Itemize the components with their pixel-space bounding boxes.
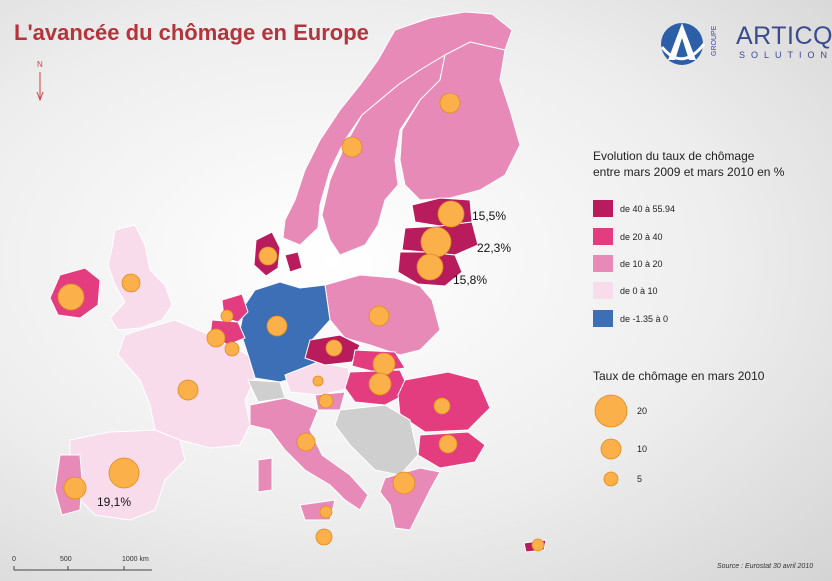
legend-rate-label-5: 5 bbox=[637, 474, 643, 484]
legend-swatch-3 bbox=[593, 282, 613, 299]
scale-bar bbox=[13, 566, 152, 571]
map-title: L'avancée du chômage en Europe bbox=[14, 20, 369, 45]
bubble-denmark bbox=[258, 246, 278, 266]
bubble-slovakia bbox=[372, 352, 396, 376]
bubble-malta bbox=[319, 505, 333, 519]
bubble-ireland bbox=[57, 283, 85, 311]
scale-label-1000: 1000 km bbox=[122, 556, 149, 563]
bubble-italy bbox=[296, 432, 316, 452]
bubble-latvia bbox=[420, 226, 452, 258]
country-denmark-islands bbox=[284, 251, 303, 273]
legend-swatch-4 bbox=[593, 310, 613, 327]
legend-swatch-0 bbox=[593, 200, 613, 217]
country-italy bbox=[249, 397, 369, 511]
bubble-czech bbox=[325, 339, 343, 357]
bubble-belgium bbox=[206, 328, 226, 348]
legend-rate-circles bbox=[594, 394, 628, 487]
bubble-lithuania bbox=[416, 253, 444, 281]
legend-circle-5 bbox=[603, 471, 619, 487]
bubble-sweden bbox=[341, 136, 363, 158]
legend-class-label-2: de 10 à 20 bbox=[620, 259, 663, 269]
annotation-spain: 19,1% bbox=[97, 495, 132, 509]
annotation-estonia: 15,5% bbox=[472, 209, 507, 223]
legend-class-label-0: de 40 à 55.94 bbox=[620, 204, 676, 214]
bubble-estonia bbox=[437, 200, 465, 228]
legend-class-label-4: de -1.35 à 0 bbox=[620, 314, 669, 324]
logo-name: ARTICQUE bbox=[736, 22, 832, 50]
legend-class-label-3: de 0 à 10 bbox=[620, 286, 658, 296]
bubble-luxembourg bbox=[224, 341, 240, 357]
north-arrow-icon bbox=[36, 72, 44, 102]
country-finland bbox=[399, 41, 521, 201]
legend-evolution-title: Evolution du taux de chômage entre mars … bbox=[593, 149, 785, 179]
bubble-hungary bbox=[368, 372, 392, 396]
legend-circle-10 bbox=[600, 438, 622, 460]
legend-rate-label-10: 10 bbox=[637, 444, 648, 454]
bubble-spain bbox=[108, 457, 140, 489]
bubble-uk bbox=[121, 273, 141, 293]
country-sardinia bbox=[257, 457, 273, 493]
source-note: Source : Eurostat 30 avril 2010 bbox=[717, 563, 814, 570]
bubble-malta2 bbox=[315, 528, 333, 546]
bubble-netherlands bbox=[220, 309, 234, 323]
bubble-germany bbox=[266, 315, 288, 337]
bubble-cyprus bbox=[531, 538, 545, 552]
bubble-france bbox=[177, 379, 199, 401]
country-uk bbox=[107, 224, 173, 331]
scale-label-500: 500 bbox=[60, 556, 72, 563]
bubble-finland bbox=[439, 92, 461, 114]
legend-circle-20 bbox=[594, 394, 628, 428]
logo-subtitle: SOLUTIONS bbox=[739, 50, 832, 60]
legend-rate-title: Taux de chômage en mars 2010 bbox=[593, 369, 765, 383]
north-label: N bbox=[37, 60, 43, 69]
bubble-portugal bbox=[63, 476, 87, 500]
bubble-layer bbox=[57, 92, 545, 552]
bubble-greece bbox=[392, 471, 416, 495]
annotation-latvia: 22,3% bbox=[477, 241, 512, 255]
legend-swatch-1 bbox=[593, 228, 613, 245]
bubble-bulgaria bbox=[438, 434, 458, 454]
articque-logo bbox=[660, 23, 706, 65]
bubble-romania bbox=[433, 397, 451, 415]
country-norway bbox=[282, 11, 513, 246]
legend-class-label-1: de 20 à 40 bbox=[620, 232, 663, 242]
legend-evolution-swatches bbox=[593, 200, 613, 327]
annotation-lithuania: 15,8% bbox=[453, 273, 488, 287]
bubble-slovenia bbox=[318, 393, 334, 409]
scale-label-0: 0 bbox=[12, 556, 16, 563]
bubble-poland bbox=[368, 305, 390, 327]
legend-rate-label-20: 20 bbox=[637, 406, 648, 416]
legend-swatch-2 bbox=[593, 255, 613, 272]
bubble-austria bbox=[312, 375, 324, 387]
